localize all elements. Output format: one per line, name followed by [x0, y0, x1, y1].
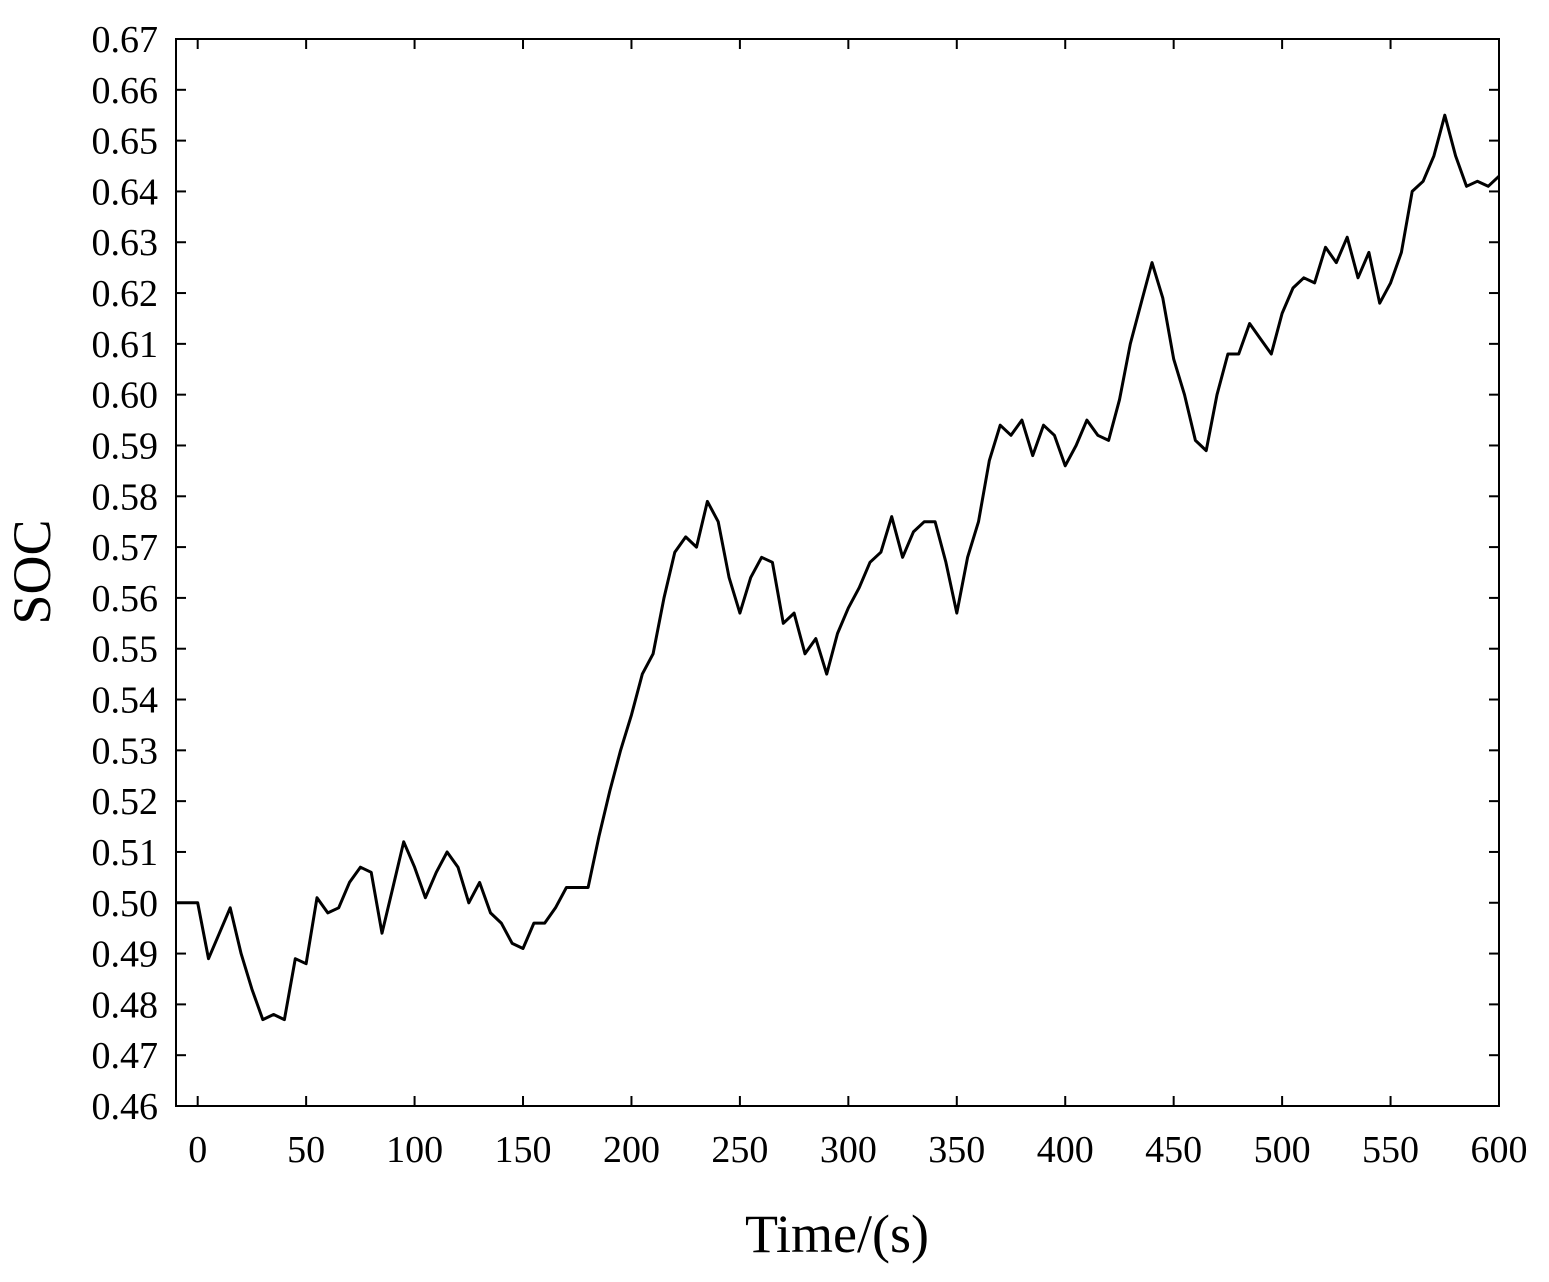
x-tick-label: 250	[711, 1129, 768, 1171]
x-axis-title: Time/(s)	[745, 1204, 929, 1264]
y-tick-label: 0.53	[92, 730, 159, 772]
x-tick-label: 400	[1037, 1129, 1094, 1171]
y-tick-label: 0.51	[92, 832, 159, 874]
y-tick-label: 0.66	[92, 70, 159, 112]
x-tick-label: 450	[1145, 1129, 1202, 1171]
y-tick-label: 0.52	[92, 781, 159, 823]
x-tick-label: 500	[1254, 1129, 1311, 1171]
x-tick-label: 0	[188, 1129, 207, 1171]
y-tick-label: 0.47	[92, 1035, 159, 1077]
y-tick-label: 0.57	[92, 527, 159, 569]
x-tick-label: 150	[495, 1129, 552, 1171]
y-tick-label: 0.46	[92, 1086, 159, 1128]
x-tick-label: 600	[1471, 1129, 1528, 1171]
x-tick-label: 200	[603, 1129, 660, 1171]
y-tick-label: 0.62	[92, 273, 159, 315]
y-tick-label: 0.61	[92, 324, 159, 366]
y-tick-label: 0.50	[92, 883, 159, 925]
y-tick-label: 0.64	[92, 171, 159, 213]
x-axis-ticks: 0 50 100 150 200 250 300 350 400 450 500 550 600	[188, 39, 1528, 1171]
y-tick-label: 0.55	[92, 629, 159, 671]
y-tick-label: 0.65	[92, 121, 159, 163]
plot-frame	[175, 38, 1500, 1107]
y-tick-label: 0.54	[92, 680, 159, 722]
x-tick-label: 300	[820, 1129, 877, 1171]
x-tick-label: 100	[386, 1129, 443, 1171]
y-tick-label: 0.67	[92, 19, 159, 61]
x-tick-label: 550	[1362, 1129, 1419, 1171]
y-tick-label: 0.49	[92, 934, 159, 976]
y-tick-label: 0.59	[92, 425, 159, 467]
y-axis-title: SOC	[2, 519, 62, 624]
y-tick-label: 0.48	[92, 984, 159, 1026]
x-tick-label: 350	[928, 1129, 985, 1171]
x-tick-label: 50	[287, 1129, 325, 1171]
y-tick-label: 0.58	[92, 476, 159, 518]
y-tick-label: 0.60	[92, 375, 159, 417]
y-axis-ticks: 0.46 0.47 0.48 0.49 0.50 0.51 0.52 0.53 0.54 0.55…	[92, 19, 1499, 1128]
soc-series-line	[176, 113, 1501, 1022]
y-tick-label: 0.63	[92, 222, 159, 264]
y-tick-label: 0.56	[92, 578, 159, 620]
